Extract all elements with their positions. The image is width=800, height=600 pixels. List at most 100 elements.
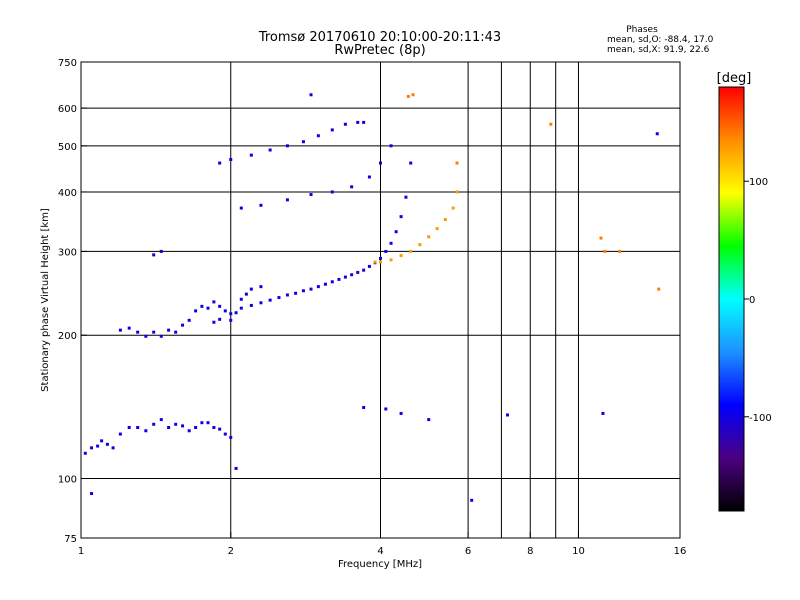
data-point [90, 492, 94, 496]
data-point [212, 425, 216, 429]
data-point [218, 304, 222, 308]
data-point [229, 157, 233, 161]
data-point [90, 446, 94, 450]
data-point [239, 306, 243, 310]
y-axis-label: Stationary phase Virtual Height [km] [40, 208, 51, 392]
data-point [655, 132, 659, 136]
phases-heading: Phases [626, 25, 658, 35]
y-tick-label: 300 [58, 247, 77, 258]
data-point [316, 285, 320, 289]
data-point [285, 198, 289, 202]
data-point [356, 120, 360, 124]
data-point [206, 306, 210, 310]
data-point [350, 185, 354, 189]
data-point [174, 330, 178, 334]
data-point [111, 446, 115, 450]
y-axis-ticks: 75 100 200 300 400 500 600 750 [58, 58, 87, 545]
data-point [144, 334, 148, 338]
data-point [200, 304, 204, 308]
y-tick-label: 600 [58, 104, 77, 115]
x-tick-label: 1 [78, 546, 84, 557]
data-point [229, 435, 233, 439]
data-point [330, 128, 334, 132]
data-point [404, 195, 408, 199]
data-point [249, 303, 253, 307]
x-tick-label: 4 [377, 546, 383, 557]
data-point [187, 429, 191, 433]
data-point [409, 249, 413, 253]
data-point [394, 230, 398, 234]
data-point [294, 291, 298, 295]
data-point [277, 296, 281, 300]
data-point [152, 330, 156, 334]
data-point [127, 425, 131, 429]
x-tick-label: 10 [572, 546, 585, 557]
data-point [603, 249, 607, 253]
data-point [379, 161, 382, 165]
data-point [223, 432, 227, 436]
data-point [118, 328, 122, 332]
data-point [443, 218, 447, 222]
data-point [309, 93, 313, 97]
data-point [206, 421, 210, 425]
data-point [234, 466, 238, 470]
y-tick-label: 500 [58, 142, 77, 153]
data-point [309, 193, 313, 197]
series-isolated-o [90, 93, 659, 502]
data-point [470, 498, 474, 502]
data-point [343, 122, 347, 126]
data-point [223, 309, 227, 313]
x-tick-label: 16 [674, 546, 687, 557]
data-point [194, 425, 198, 429]
data-point [657, 287, 661, 291]
phases-mean-o: mean, sd,O: -88.4, 17.0 [607, 35, 714, 45]
data-point [212, 320, 216, 324]
y-tick-label: 100 [58, 475, 77, 486]
data-point [244, 292, 248, 296]
data-point [285, 293, 289, 297]
data-point [259, 301, 263, 305]
colorbar [718, 86, 745, 512]
data-point [239, 297, 243, 301]
data-point [285, 144, 289, 148]
data-point [100, 439, 104, 443]
data-point [268, 148, 272, 152]
data-point [389, 241, 393, 245]
data-point [451, 206, 455, 210]
data-point [136, 425, 140, 429]
data-point [406, 94, 410, 98]
data-point [249, 153, 253, 157]
data-point [601, 411, 605, 415]
data-point [399, 215, 403, 219]
x-tick-label: 8 [527, 546, 533, 557]
data-point [362, 120, 366, 124]
series-e-low-echoes [83, 418, 233, 455]
data-point [159, 334, 163, 338]
data-point [549, 122, 553, 126]
data-point [229, 312, 233, 316]
chart-title: Tromsø 20170610 20:10:00-20:11:43 [258, 30, 501, 45]
colorbar-ticks: 100 0 -100 [744, 177, 772, 424]
data-point [384, 249, 388, 253]
data-point [411, 93, 415, 97]
data-point [159, 249, 163, 253]
data-point [343, 275, 347, 279]
data-point [152, 422, 156, 426]
colorbar-unit: [deg] [717, 71, 752, 86]
data-point [200, 421, 204, 425]
data-point [337, 277, 341, 281]
data-point [174, 422, 178, 426]
data-point [389, 258, 393, 262]
data-point [181, 323, 185, 327]
data-point [618, 249, 622, 253]
data-point [367, 175, 371, 179]
data-point [105, 442, 109, 446]
x-tick-label: 2 [228, 546, 234, 557]
data-point [239, 206, 243, 210]
data-point [259, 285, 263, 289]
phases-mean-x: mean, sd,X: 91.9, 22.6 [607, 45, 710, 55]
data-point [435, 227, 439, 231]
data-point [181, 424, 185, 428]
data-point [234, 311, 238, 315]
